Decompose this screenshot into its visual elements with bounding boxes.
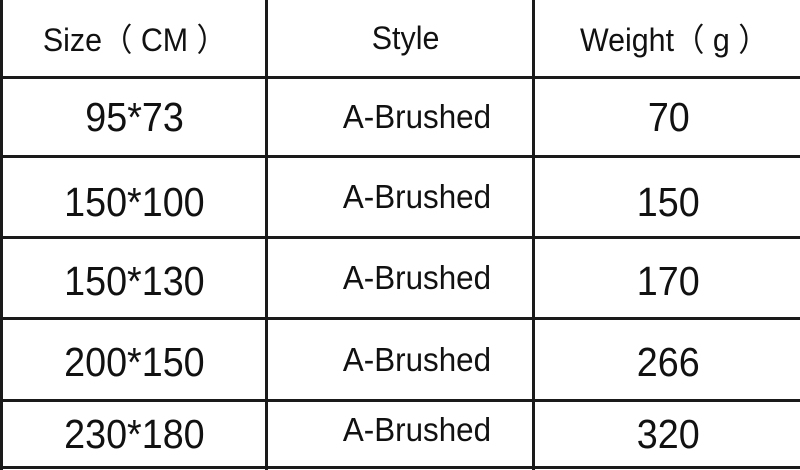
divider [0,155,800,158]
divider [265,0,268,470]
divider [0,399,800,402]
header-size: Size（ CM ） [42,22,227,58]
style-cell: A-Brushed [342,340,491,378]
divider [0,236,800,239]
style-cell: A-Brushed [342,178,491,215]
size-cell: 150*130 [64,257,205,304]
divider [0,466,800,469]
weight-cell: 70 [647,93,690,140]
divider [0,76,800,79]
style-cell: A-Brushed [342,98,491,135]
weight-cell: 266 [637,338,700,385]
divider [0,0,3,470]
header-style: Style [371,19,440,56]
weight-cell: 170 [637,257,700,304]
divider [532,0,535,470]
divider [0,317,800,320]
size-cell: 95*73 [85,93,184,140]
style-cell: A-Brushed [342,259,491,296]
style-cell: A-Brushed [342,411,491,448]
header-weight: Weight（ g ） [580,22,769,58]
size-cell: 230*180 [64,410,205,457]
weight-cell: 150 [637,178,700,225]
size-cell: 150*100 [64,178,205,225]
size-cell: 200*150 [64,338,205,385]
weight-cell: 320 [637,410,700,457]
